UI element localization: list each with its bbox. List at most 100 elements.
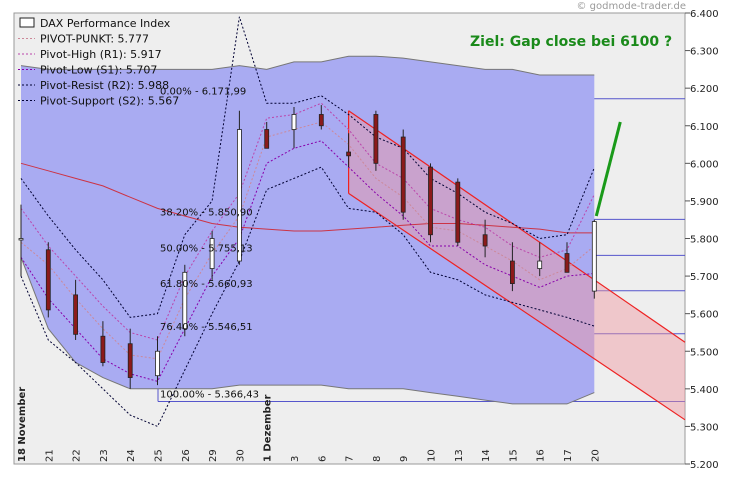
fib-label: 38.20% - 5.850,90 [160, 207, 253, 218]
candle-body [236, 129, 242, 262]
y-tick-label: 5.600 [690, 310, 719, 321]
moving-average-line [20, 162, 595, 234]
candle-body [400, 136, 406, 213]
x-tick-label: 13 [454, 449, 465, 462]
candle-body [182, 271, 188, 330]
band-lower [20, 257, 595, 405]
candle-body [564, 253, 570, 273]
s2-line [20, 166, 595, 428]
legend-label: Pivot-Low (S1): 5.707 [40, 64, 157, 77]
candle-body [591, 221, 597, 292]
fib-label: 0.00% - 6.171,99 [160, 87, 246, 98]
channel-lower [348, 192, 686, 421]
candle [155, 336, 160, 386]
legend: DAX Performance Index PIVOT-PUNKT: 5.777 P… [18, 17, 179, 108]
indicator-lines [20, 16, 622, 428]
fib-label: 61.80% - 5.660,93 [160, 279, 253, 290]
x-tick-label: 17 [563, 449, 574, 462]
r2-line [20, 16, 595, 318]
y-tick-label: 6.000 [690, 159, 719, 170]
candle [182, 264, 188, 337]
fib-label: 100.00% - 5.366,43 [160, 389, 259, 400]
candle [73, 279, 78, 340]
candle [373, 110, 379, 171]
candle [346, 133, 352, 168]
candle-body [428, 166, 433, 236]
x-tick-label: 3 [290, 456, 301, 462]
y-axis: 6.400 6.300 6.200 6.100 6.000 5.900 5.800 5.700… [685, 9, 719, 471]
y-tick-label: 6.100 [690, 122, 719, 133]
y-tick-label: 5.700 [690, 272, 719, 283]
candle-body [155, 350, 160, 377]
watermark: © godmode-trader.de [576, 1, 687, 12]
candle [236, 110, 242, 265]
x-tick-label: 15 [508, 449, 519, 462]
candle [482, 219, 488, 258]
candle [400, 129, 406, 220]
candle-body [209, 238, 215, 269]
legend-label: Pivot-Resist (R2): 5.988 [40, 79, 169, 92]
y-tick-label: 5.400 [690, 385, 719, 396]
x-tick-label: 7 [345, 456, 356, 462]
y-tick-label: 6.200 [690, 84, 719, 95]
x-tick-label: 10 [427, 449, 438, 462]
x-tick-label: 30 [235, 449, 246, 462]
x-tick-label: 8 [372, 456, 383, 462]
y-tick-label: 5.200 [690, 460, 719, 471]
x-tick-label: 23 [99, 449, 110, 462]
candle [537, 242, 543, 277]
fib-label: 50.00% - 5.755,13 [160, 243, 253, 254]
candle [45, 242, 51, 318]
y-tick-label: 6.400 [690, 9, 719, 20]
candle-body [45, 249, 51, 311]
legend-label: PIVOT-PUNKT: 5.777 [40, 33, 149, 46]
candle [564, 242, 570, 273]
x-tick-label: 9 [399, 456, 410, 462]
candle-body [373, 114, 379, 164]
y-tick-label: 6.300 [690, 47, 719, 58]
candle [318, 105, 324, 130]
fib-label: 76.40% - 5.546,51 [160, 322, 253, 333]
candle-body [73, 294, 78, 335]
goal-annotation: Ziel: Gap close bei 6100 ? [470, 34, 672, 50]
x-tick-label: 26 [181, 449, 192, 462]
bollinger-band [20, 55, 595, 405]
x-tick-label: 1 Dezember [263, 395, 274, 462]
candle-body [509, 260, 515, 284]
x-tick-label: 16 [536, 449, 547, 462]
y-tick-label: 5.500 [690, 347, 719, 358]
candle [455, 178, 461, 247]
candle-body [291, 114, 297, 130]
candle [591, 219, 597, 299]
candle [428, 163, 433, 243]
candle-body [318, 114, 324, 127]
candle [18, 204, 24, 277]
legend-label: Pivot-Support (S2): 5.567 [40, 95, 179, 108]
x-tick-label: 20 [590, 449, 601, 462]
y-tick-label: 5.300 [690, 422, 719, 433]
r1-line [20, 102, 595, 341]
candle-body [455, 181, 461, 243]
candle [291, 106, 297, 149]
candle [264, 121, 270, 149]
candle [209, 230, 215, 280]
candle-body [18, 238, 24, 241]
x-tick-label: 14 [481, 449, 492, 462]
legend-swatch [19, 17, 35, 28]
band-upper [20, 55, 595, 76]
legend-label: Pivot-High (R1): 5.917 [40, 48, 162, 61]
x-tick-label: 25 [154, 449, 165, 462]
fibonacci-labels: 0.00% - 6.171,99 38.20% - 5.850,90 50.00% … [160, 87, 259, 401]
x-tick-label: 6 [317, 456, 328, 462]
x-tick-label: 29 [208, 449, 219, 462]
x-tick-label: 24 [126, 449, 137, 462]
y-tick-label: 5.800 [690, 235, 719, 246]
x-axis: 18 November 21 22 23 24 25 26 29 30 1 Dezember 3 6 7… [17, 387, 601, 462]
legend-label: DAX Performance Index [40, 17, 171, 30]
x-tick-label: 22 [72, 449, 83, 462]
candle-body [482, 234, 488, 247]
y-tick-label: 5.900 [690, 197, 719, 208]
candle-body [346, 151, 352, 157]
candle-body [537, 260, 543, 269]
